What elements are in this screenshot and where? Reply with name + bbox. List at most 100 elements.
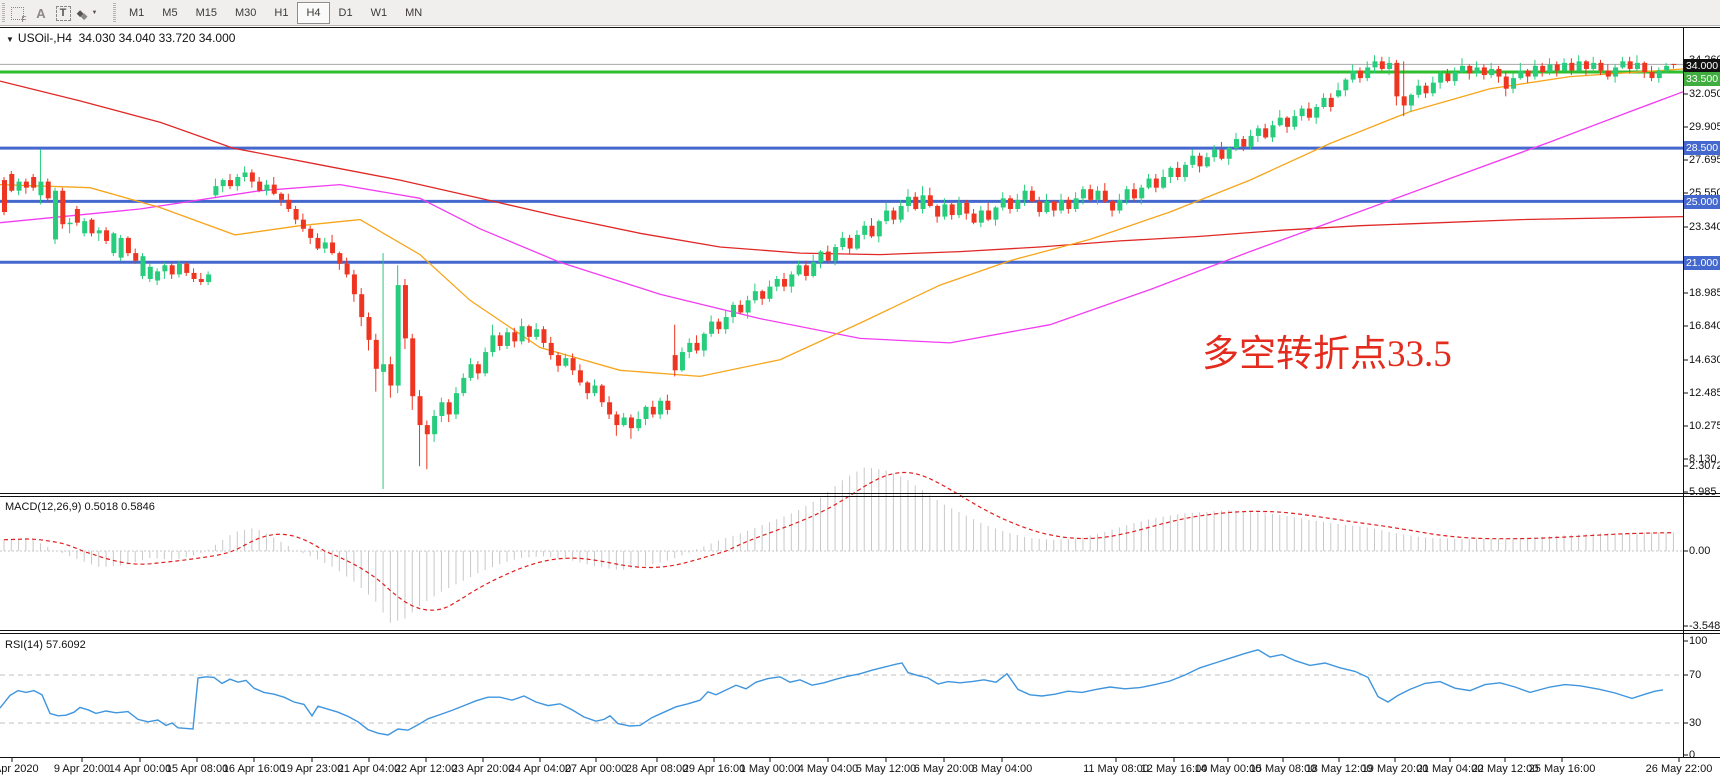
bear-candle [628, 417, 634, 429]
bull-candle [1190, 155, 1196, 165]
bear-candle [1503, 76, 1509, 89]
bear-candle [169, 265, 175, 275]
bear-candle [402, 285, 408, 339]
bear-candle [599, 385, 605, 403]
bear-candle [760, 291, 766, 299]
bear-candle [782, 278, 788, 287]
price-axis-tick: 16.840 [1689, 320, 1720, 332]
bull-candle [1634, 62, 1640, 69]
bull-candle [905, 196, 911, 206]
bull-candle [796, 265, 802, 275]
bull-candle [1168, 167, 1174, 178]
price-tag-33.500: 33.500 [1684, 72, 1720, 86]
bull-candle [767, 286, 773, 299]
price-axis-tick: 5.985 [1689, 486, 1717, 498]
bull-candle [1656, 70, 1662, 79]
bull-candle [1452, 72, 1458, 82]
time-axis-label: 16 Apr 16:00 [222, 763, 286, 775]
bear-candle [257, 181, 263, 191]
bull-candle [643, 406, 649, 420]
bear-candle [351, 274, 357, 295]
bear-candle [89, 219, 95, 234]
bull-candle [1620, 61, 1626, 68]
bull-candle [1022, 190, 1028, 200]
bull-candle [483, 352, 489, 374]
bear-candle [184, 263, 190, 273]
template-tool-button[interactable]: F [6, 2, 28, 24]
toolbar-grip[interactable] [1, 3, 6, 23]
bear-candle [1379, 61, 1385, 69]
bull-candle [1576, 61, 1582, 71]
price-tag-21.000: 21.000 [1684, 256, 1720, 270]
bull-candle [1387, 62, 1393, 69]
bull-candle [1080, 189, 1086, 199]
bear-candle [1219, 149, 1225, 159]
time-axis-label: 28 Apr 08:00 [625, 763, 689, 775]
cursor-mode-button[interactable]: ◆ ▼ [76, 2, 98, 24]
bear-candle [1328, 97, 1334, 108]
letter-a-icon: A [36, 5, 46, 21]
bear-candle [672, 355, 678, 371]
bull-candle [1299, 108, 1305, 117]
price-axis-tick: 18.985 [1689, 287, 1720, 299]
timeframe-button-h4[interactable]: H4 [297, 2, 330, 24]
bear-candle [1642, 62, 1648, 72]
bear-candle [1605, 70, 1611, 77]
time-axis-label: 1 May 00:00 [739, 763, 801, 775]
bull-candle [993, 207, 999, 220]
symbol-name: USOil-,H4 [17, 31, 72, 45]
text-box-button[interactable]: T [52, 2, 74, 24]
bear-candle [1598, 62, 1604, 71]
bull-candle [140, 256, 146, 276]
bull-candle [956, 202, 962, 216]
bear-candle [1583, 61, 1589, 69]
timeframe-button-m5[interactable]: M5 [162, 7, 178, 19]
bear-candle [104, 230, 110, 241]
bull-candle [1372, 61, 1378, 68]
bull-candle [432, 415, 438, 435]
bear-candle [1088, 189, 1094, 200]
timeframe-button-w1[interactable]: W1 [370, 7, 388, 19]
bull-candle [862, 225, 868, 235]
bear-candle [300, 219, 306, 229]
bear-candle [1263, 128, 1269, 138]
bull-candle [1139, 187, 1145, 199]
bear-candle [665, 400, 671, 410]
timeframe-button-mn[interactable]: MN [405, 7, 423, 19]
toolbar: F A T ◆ ▼ M1 M5 M15 M30 H1 H4 D1 W1 MN [0, 0, 1720, 26]
text-annotation-button[interactable]: A [30, 2, 52, 24]
bull-candle [322, 242, 328, 249]
bear-candle [891, 210, 897, 220]
time-axis-label: 12 May 16:00 [1140, 763, 1208, 775]
fast-ma-line [0, 68, 1684, 378]
timeframe-button-m30[interactable]: M30 [234, 7, 257, 19]
bear-candle [45, 181, 51, 199]
timeframe-button-h1[interactable]: H1 [274, 7, 289, 19]
timeframe-button-m15[interactable]: M15 [195, 7, 217, 19]
bull-candle [147, 266, 153, 279]
bull-candle [774, 278, 780, 287]
bear-candle [716, 321, 722, 330]
bear-candle [971, 213, 977, 223]
bear-candle [446, 402, 452, 415]
bear-candle [1401, 96, 1407, 106]
timeframe-button-m1[interactable]: M1 [129, 7, 145, 19]
chart-menu-icon[interactable]: ▼ [6, 35, 14, 44]
time-axis-label: 25 May 16:00 [1528, 763, 1596, 775]
bull-candle [162, 265, 168, 272]
timeframe-toolbar-grip[interactable] [112, 3, 117, 23]
bear-candle [614, 414, 620, 426]
bear-candle [497, 335, 503, 346]
bear-candle [1051, 201, 1057, 211]
bull-candle [1474, 67, 1480, 74]
bull-candle [82, 221, 88, 234]
bull-candle [1146, 178, 1152, 188]
bear-candle [417, 396, 423, 426]
bull-candle [468, 364, 474, 378]
bull-candle [1161, 177, 1167, 188]
bear-candle [388, 364, 394, 386]
bull-candle [1438, 73, 1444, 83]
timeframe-button-d1[interactable]: D1 [338, 7, 353, 19]
price-tag-28.500: 28.500 [1684, 141, 1720, 155]
